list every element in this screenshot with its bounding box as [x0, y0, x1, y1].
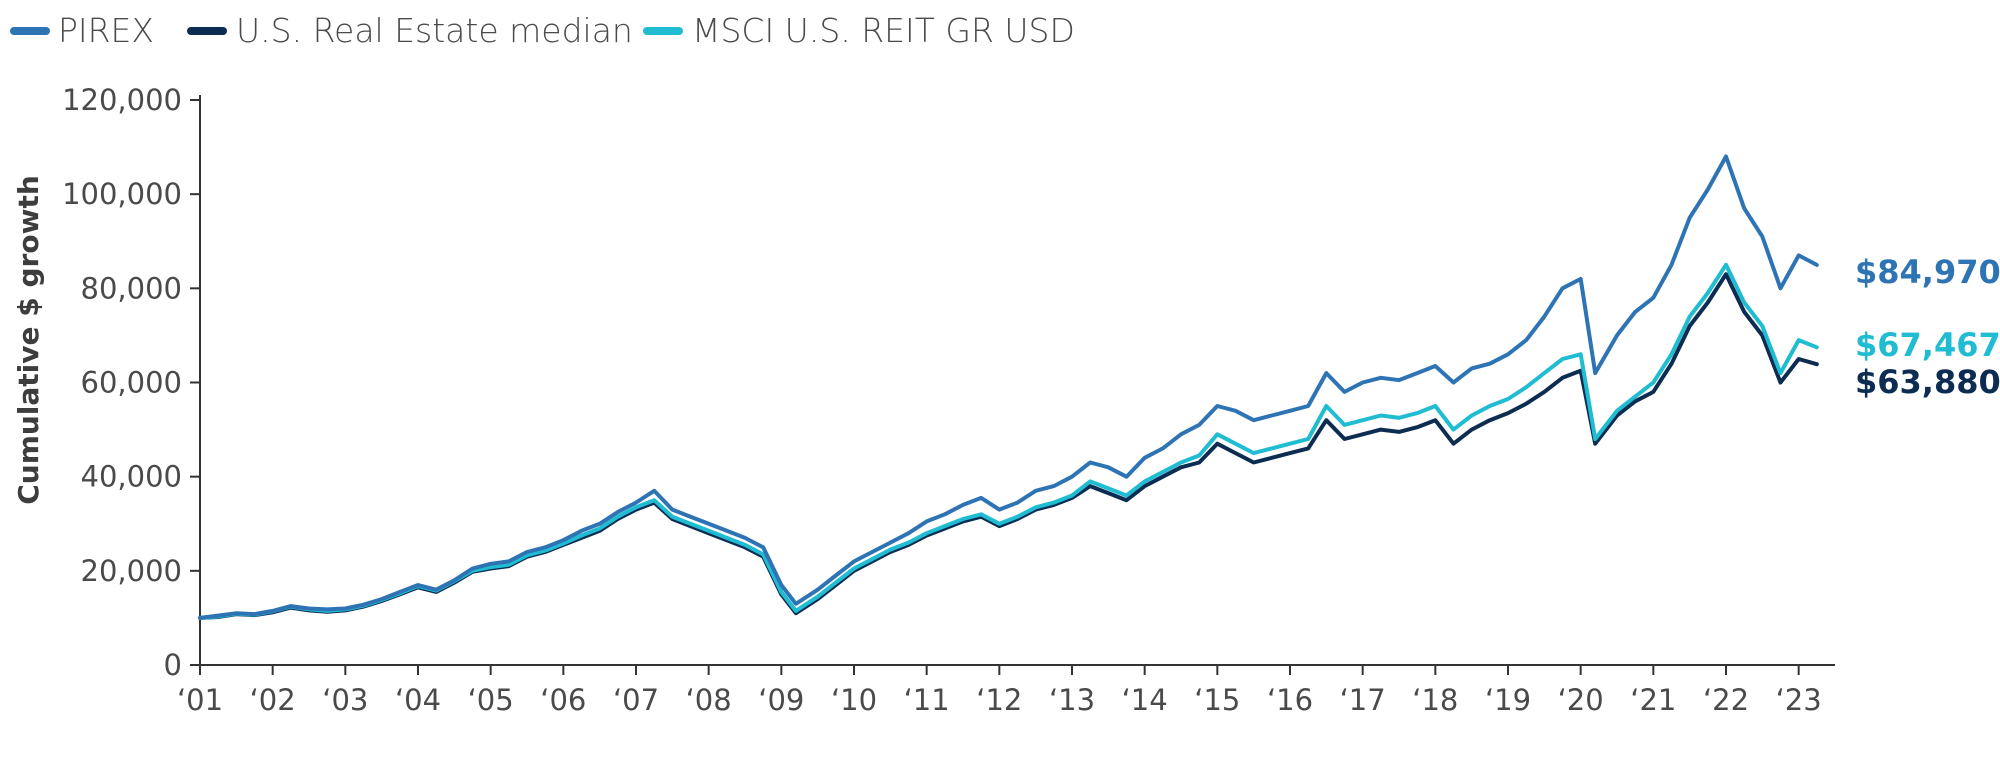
x-tick-label: ‘19	[1485, 683, 1531, 717]
x-tick-label: ‘01	[177, 683, 223, 717]
end-value-label: $84,970	[1855, 253, 2000, 291]
x-tick-label: ‘17	[1340, 683, 1386, 717]
y-tick-label: 40,000	[81, 460, 182, 494]
legend-item-pirex[interactable]: PIREX	[10, 11, 154, 50]
x-tick-label: ‘13	[1049, 683, 1095, 717]
x-tick-label: ‘04	[395, 683, 441, 717]
legend-swatch-msci-us-reit	[643, 27, 683, 35]
y-tick-label: 20,000	[81, 554, 182, 588]
y-tick-label: 80,000	[81, 271, 182, 305]
x-tick-label: ‘14	[1122, 683, 1168, 717]
y-tick-label: 60,000	[81, 366, 182, 400]
x-tick-label: ‘20	[1558, 683, 1604, 717]
x-tick-label: ‘06	[540, 683, 586, 717]
legend-label-us-real-estate-median: U.S. Real Estate median	[236, 11, 633, 50]
legend-label-pirex: PIREX	[58, 11, 154, 50]
y-ticks: 0 20,000 40,000 60,000 80,000 100,000 120,000	[62, 83, 200, 682]
x-tick-label: ‘22	[1703, 683, 1749, 717]
y-tick-label: 0	[164, 648, 182, 682]
x-tick-label: ‘05	[468, 683, 514, 717]
x-tick-label: ‘08	[686, 683, 732, 717]
legend-swatch-us-real-estate-median	[187, 27, 227, 35]
x-tick-label: ‘07	[613, 683, 659, 717]
legend-label-msci-us-reit: MSCI U.S. REIT GR USD	[692, 11, 1075, 50]
series-line-pirex	[198, 154, 1819, 620]
y-tick-label: 100,000	[62, 177, 182, 211]
x-ticks: ‘01 ‘02 ‘03 ‘04 ‘05 ‘06 ‘07 ‘08 ‘09 ‘10 ‘11 ‘12 ‘13 ‘…	[177, 665, 1822, 717]
series-line-msci-u-s-reit-gr-usd	[198, 262, 1819, 620]
x-tick-label: ‘02	[250, 683, 296, 717]
series-lines	[198, 154, 1819, 620]
x-tick-label: ‘11	[904, 683, 950, 717]
legend-item-us-real-estate-median[interactable]: U.S. Real Estate median	[187, 11, 633, 50]
legend: PIREX U.S. Real Estate median MSCI U.S. …	[10, 11, 1075, 50]
series-line-u-s-real-estate-median	[198, 272, 1819, 620]
end-value-label: $63,880	[1855, 363, 2000, 401]
legend-swatch-pirex	[10, 27, 50, 35]
y-axis-title: Cumulative $ growth	[12, 175, 45, 505]
legend-item-msci-us-reit[interactable]: MSCI U.S. REIT GR USD	[643, 11, 1075, 50]
x-tick-label: ‘18	[1412, 683, 1458, 717]
y-tick-label: 120,000	[62, 83, 182, 117]
x-tick-label: ‘15	[1194, 683, 1240, 717]
x-tick-label: ‘16	[1267, 683, 1313, 717]
x-tick-label: ‘23	[1776, 683, 1822, 717]
x-tick-label: ‘12	[976, 683, 1022, 717]
end-value-label: $67,467	[1855, 326, 2000, 364]
x-tick-label: ‘21	[1630, 683, 1676, 717]
x-tick-label: ‘03	[322, 683, 368, 717]
x-tick-label: ‘09	[758, 683, 804, 717]
x-tick-label: ‘10	[831, 683, 877, 717]
end-labels: $84,970 $67,467$63,880	[1855, 253, 2000, 401]
